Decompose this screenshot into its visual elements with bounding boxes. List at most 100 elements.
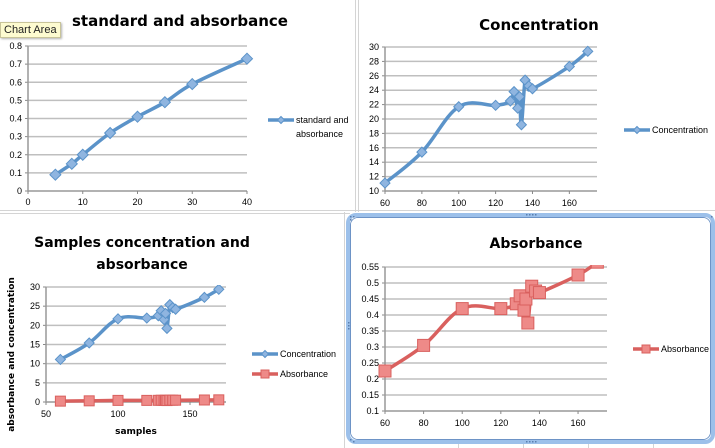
y-tick-label: 25 — [30, 301, 40, 311]
data-point-square — [54, 395, 66, 407]
y-tick-label: 0.2 — [366, 374, 379, 384]
data-point-square — [532, 286, 546, 300]
y-tick-label: 10 — [369, 186, 379, 196]
y-tick-label: 30 — [30, 282, 40, 292]
data-point-diamond — [141, 312, 153, 324]
data-point-square — [494, 302, 508, 316]
y-tick-label: 0.25 — [361, 358, 379, 368]
sheet-gridline — [0, 210, 715, 211]
y-tick-label: 22 — [369, 100, 379, 110]
data-point-diamond — [260, 349, 270, 359]
y-tick-label: 0.5 — [366, 278, 379, 288]
data-point-diamond — [186, 77, 199, 91]
data-point-diamond — [76, 148, 89, 161]
y-tick-label: 18 — [369, 128, 379, 138]
series-absorbance — [378, 265, 604, 378]
legend-label: Absorbance — [280, 369, 328, 379]
y-tick-label: 0.4 — [9, 114, 22, 124]
y-tick-label: 16 — [369, 143, 379, 153]
data-point-diamond — [213, 285, 225, 296]
data-point-diamond — [416, 146, 428, 158]
data-point-diamond — [526, 83, 539, 95]
legend-label: absorbance — [296, 129, 343, 139]
sheet-gridline — [588, 440, 589, 448]
y-tick-label: 0.7 — [9, 59, 22, 69]
x-tick-label: 120 — [493, 418, 508, 428]
legend-label: Concentration — [280, 349, 336, 359]
y-tick-label: 0.15 — [361, 390, 379, 400]
y-tick-label: 0.3 — [9, 132, 22, 142]
x-tick-label: 120 — [488, 198, 503, 208]
series-standard-and-absorbance — [49, 52, 254, 181]
y-tick-label: 0 — [35, 397, 40, 407]
y-tick-label: 0.4 — [366, 310, 379, 320]
y-tick-label: 0.1 — [9, 168, 22, 178]
sheet-gridline — [523, 440, 524, 448]
chart-title: absorbance — [96, 257, 188, 273]
data-point-square — [141, 394, 153, 406]
data-point-square — [641, 344, 651, 354]
x-tick-label: 10 — [78, 197, 88, 207]
sheet-gridline — [358, 0, 359, 212]
chart-absorbance[interactable]: Absorbance 0.1 0.15 0.2 0.25 0.3 0.35 0.4 0.45 0.… — [351, 218, 710, 439]
y-tick-label: 15 — [30, 340, 40, 350]
y-tick-label: 20 — [369, 114, 379, 124]
y-tick-label: 0.2 — [9, 150, 22, 160]
data-point-diamond — [379, 177, 391, 189]
x-tick-label: 140 — [525, 198, 540, 208]
legend-label: Absorbance — [661, 344, 709, 354]
legend-label: standard and — [296, 115, 349, 125]
data-point-square — [112, 394, 124, 406]
chart-area-tooltip: Chart Area — [0, 22, 61, 38]
y-tick-label: 0.1 — [366, 406, 379, 416]
x-tick-label: 40 — [242, 197, 252, 207]
data-point-diamond — [582, 45, 594, 58]
data-point-diamond — [515, 119, 528, 131]
sheet-gridline — [653, 440, 654, 448]
data-point-diamond — [632, 125, 642, 135]
y-tick-label: 12 — [369, 172, 379, 182]
x-tick-label: 150 — [182, 409, 197, 419]
data-point-diamond — [131, 110, 144, 123]
sheet-gridline — [344, 212, 345, 448]
x-tick-label: 100 — [455, 418, 470, 428]
x-tick-label: 80 — [417, 198, 427, 208]
data-point-diamond — [513, 90, 526, 103]
x-tick-label: 160 — [571, 418, 586, 428]
y-tick-label: 26 — [369, 71, 379, 81]
data-point-diamond — [276, 115, 286, 125]
y-tick-label: 10 — [30, 359, 40, 369]
data-point-diamond — [169, 303, 182, 315]
data-point-diamond — [49, 168, 62, 181]
chart-concentration[interactable]: Concentration 10 12 14 16 18 20 22 24 26 28 30 60 80 1… — [359, 0, 715, 210]
x-tick-label: 140 — [532, 418, 547, 428]
data-point-square — [83, 395, 95, 407]
data-point-square — [213, 394, 225, 406]
y-tick-label: 0.3 — [366, 342, 379, 352]
y-tick-label: 0.55 — [361, 262, 379, 272]
y-tick-label: 30 — [369, 42, 379, 52]
y-tick-label: 0.8 — [9, 41, 22, 51]
y-tick-label: 5 — [35, 378, 40, 388]
chart-title: Absorbance — [490, 236, 583, 252]
data-point-square — [260, 369, 270, 379]
x-tick-label: 100 — [451, 198, 466, 208]
chart-samples-concentration-and-absorbance[interactable]: Samples concentration and absorbance 0 5 10 1… — [0, 214, 343, 448]
chart-title: Concentration — [479, 16, 599, 34]
data-point-square — [571, 268, 585, 282]
legend-label: Concentration — [652, 125, 708, 135]
data-point-diamond — [112, 313, 124, 325]
y-tick-label: 0.6 — [9, 77, 22, 87]
x-tick-label: 80 — [419, 418, 429, 428]
chart-selection-inner-border — [350, 217, 711, 440]
y-tick-label: 14 — [369, 157, 379, 167]
data-point-diamond — [489, 99, 502, 112]
data-point-square — [170, 394, 182, 406]
chart-canvas: Concentration 10 12 14 16 18 20 22 24 26 28 30 60 80 1… — [369, 16, 708, 208]
data-point-diamond — [198, 291, 211, 304]
chart-canvas: Samples concentration and absorbance 0 5 10 1… — [7, 235, 336, 437]
series-absorbance — [54, 394, 225, 407]
y-tick-label: 0.35 — [361, 326, 379, 336]
x-tick-label: 0 — [25, 197, 30, 207]
